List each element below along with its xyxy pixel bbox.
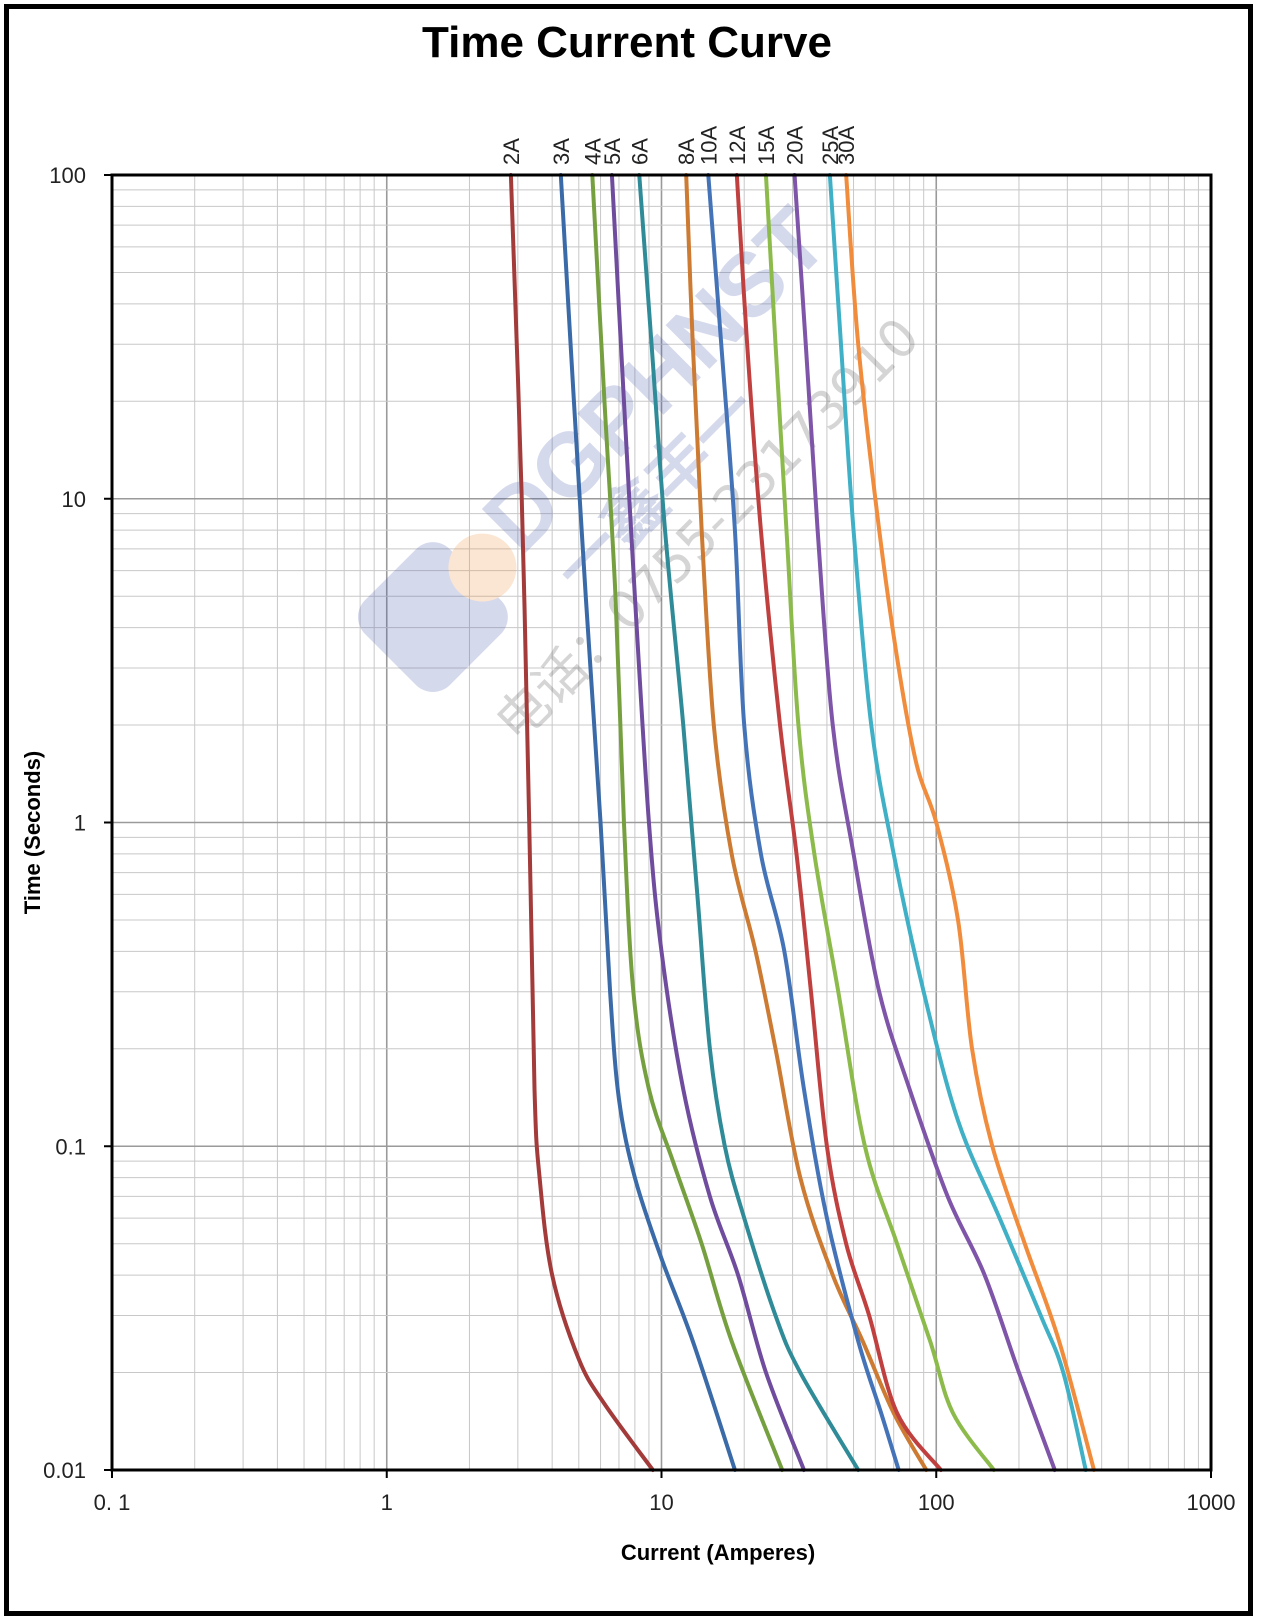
y-axis-label: Time (Seconds) bbox=[20, 751, 45, 914]
y-tick-label: 0.1 bbox=[55, 1134, 86, 1159]
series-line-30a bbox=[844, 173, 1096, 1472]
series-label-8a: 8A bbox=[674, 138, 699, 165]
tick-labels: 0. 1 1 10 100 1000 0.01 0.1 1 10 100 bbox=[43, 163, 1235, 1515]
chart-title: Time Current Curve bbox=[422, 18, 832, 67]
series-label-12a: 12A bbox=[725, 126, 750, 165]
y-tick-label: 0.01 bbox=[43, 1458, 86, 1483]
series-label-10a: 10A bbox=[696, 126, 721, 165]
series-line-25a bbox=[827, 173, 1088, 1472]
series-layer bbox=[508, 173, 1096, 1472]
grid bbox=[111, 175, 1211, 1471]
y-tick-label: 1 bbox=[74, 811, 86, 836]
series-label-25a: 25A bbox=[818, 126, 843, 165]
y-tick-label: 100 bbox=[49, 163, 86, 188]
series-label-30a: 30A bbox=[834, 126, 859, 165]
series-label-6a: 6A bbox=[627, 138, 652, 165]
series-line-20a bbox=[792, 173, 1057, 1472]
series-label-3a: 3A bbox=[549, 138, 574, 165]
series-label-20a: 20A bbox=[783, 126, 808, 165]
series-line-5a bbox=[609, 173, 806, 1472]
series-line-12a bbox=[734, 173, 943, 1472]
series-line-2a bbox=[508, 173, 655, 1472]
series-label-15a: 15A bbox=[754, 126, 779, 165]
x-tick-label: 1 bbox=[381, 1490, 393, 1515]
series-label-4a: 4A bbox=[580, 138, 605, 165]
x-tick-label: 1000 bbox=[1187, 1490, 1236, 1515]
x-tick-label: 0. 1 bbox=[94, 1490, 131, 1515]
series-line-3a bbox=[558, 173, 737, 1472]
watermark-logo-icon bbox=[358, 542, 508, 692]
x-axis-label: Current (Amperes) bbox=[621, 1540, 815, 1565]
y-tick-label: 10 bbox=[62, 487, 86, 512]
series-line-8a bbox=[684, 173, 929, 1472]
x-tick-label: 100 bbox=[918, 1490, 955, 1515]
x-tick-label: 10 bbox=[649, 1490, 673, 1515]
series-line-4a bbox=[590, 173, 785, 1472]
series-line-6a bbox=[637, 173, 861, 1472]
series-line-10a bbox=[706, 173, 901, 1472]
series-label-2a: 2A bbox=[499, 138, 524, 165]
series-label-5a: 5A bbox=[600, 138, 625, 165]
series-line-15a bbox=[763, 173, 996, 1472]
